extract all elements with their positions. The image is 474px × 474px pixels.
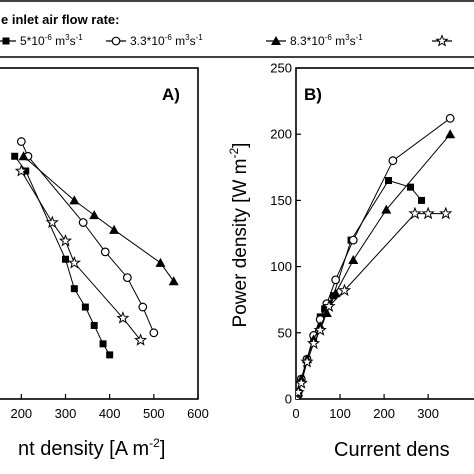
panel-b-data-point [296, 376, 308, 389]
panel-a-data-point [116, 311, 130, 324]
legend-entry-label: 8.3*10-6 m3s-1 [290, 33, 363, 48]
panel-b-xtick-label: 0 [292, 406, 299, 421]
panel-b-data-point [313, 323, 327, 336]
panel-a-data-point [78, 218, 88, 227]
panel-b-series [296, 113, 456, 399]
panel-b-data-point [418, 196, 426, 204]
panel-b-data-point [445, 129, 456, 139]
panel-a-frame [0, 67, 199, 400]
panel-a-data-point [109, 224, 120, 234]
panel-a-data-point [100, 247, 110, 257]
panel-a-label: A) [162, 85, 180, 104]
panel-a-xtick-label: 400 [99, 406, 121, 421]
panel-b-frame [295, 67, 474, 400]
panel-a-data-point [11, 152, 19, 160]
panel-a-data-point [89, 210, 100, 220]
panel-b-data-point [296, 385, 305, 398]
panel-a-ticks: 200 300 400 500 600 [10, 394, 209, 421]
legend-entries: 5*10-6 m3s-1 3.3*10-6 m3s-1 8.3*10-6 m3s-1 [0, 33, 452, 48]
panel-b-data-point [307, 336, 321, 349]
panel-b-data-point [331, 275, 341, 285]
panel-b-data-point [421, 206, 435, 220]
panel-b-data-point [322, 299, 336, 312]
panel-b-ytick-label: 150 [270, 193, 292, 208]
panel-b-ytick-label: 200 [270, 127, 292, 142]
panel-b-ytick-label: 50 [278, 325, 292, 340]
panel-a-data-point [138, 302, 148, 312]
panel-a-data-point [81, 303, 89, 311]
panel-a-xtick-label: 200 [10, 406, 32, 421]
panel-b-data-point [407, 183, 415, 191]
panel-b-data-point [296, 392, 303, 399]
panel-a-data-point [58, 234, 73, 247]
panel-b-data-point [408, 206, 422, 220]
panel-a-data-point [62, 255, 69, 263]
legend-entry-label: 3.3*10-6 m3s-1 [130, 33, 203, 48]
panel-b-series-line [296, 213, 446, 399]
panel-a-data-point [18, 151, 29, 161]
panel-a-data-point [122, 273, 132, 283]
panel-b-ylabel: Power density [W m-2] [227, 143, 251, 328]
panel-a-data-point [99, 340, 107, 348]
panel-a-data-point [67, 255, 82, 269]
legend-marker [271, 36, 281, 45]
panel-a-xlabel: nt density [A m-2] [18, 436, 165, 460]
panel-a-data-point [134, 333, 148, 346]
panel-b-data-point [381, 204, 392, 214]
panel-b-data-point [348, 235, 358, 245]
panel-b-label: B) [304, 85, 322, 104]
panel-a-xtick-label: 600 [187, 406, 209, 421]
panel-a-data-point [168, 276, 179, 286]
panel-b: B) 0 100 200 300 0 50 100 150 200 250 Current den… [227, 61, 474, 461]
panel-a-data-point [14, 164, 28, 177]
panel-b-ytick-label: 0 [285, 392, 292, 407]
panel-a-data-point [70, 285, 78, 293]
panel-b-data-point [337, 283, 352, 297]
panel-b-xtick-label: 100 [329, 406, 351, 421]
panel-b-ticks: 0 100 200 300 0 50 100 150 200 250 [270, 61, 439, 422]
panel-b-data-point [300, 354, 314, 368]
panel-b-series-line [296, 133, 451, 399]
panel-a-data-point [22, 167, 30, 175]
panel-b-data-point [445, 113, 455, 123]
panel-a-data-point [90, 321, 98, 329]
panel-b-ytick-label: 250 [270, 61, 292, 76]
panel-a-data-point [45, 215, 59, 229]
panel-a-data-point [106, 351, 114, 359]
panel-a-data-point [69, 195, 80, 205]
panel-a-data-point [155, 257, 166, 267]
legend-title: e inlet air flow rate: [1, 12, 119, 27]
panel-b-series-line [296, 179, 422, 399]
panel-a-series [11, 137, 179, 359]
panel-b-data-point [439, 206, 453, 220]
legend-marker [2, 37, 10, 45]
legend-marker [435, 34, 449, 47]
panel-a: A) 200 300 400 500 600 nt density [A m-2] [0, 67, 209, 460]
panel-b-ytick-label: 100 [270, 259, 292, 274]
panel-a-xtick-label: 300 [55, 406, 77, 421]
legend-marker [111, 36, 121, 46]
panel-b-xtick-label: 200 [373, 406, 395, 421]
panel-b-data-point [348, 254, 359, 264]
legend-box [0, 0, 474, 58]
panel-a-data-point [16, 137, 26, 146]
panel-b-data-point [388, 156, 398, 166]
panel-a-data-point [149, 328, 159, 338]
panel-b-data-point [330, 288, 341, 298]
panel-b-data-point [385, 177, 392, 185]
panel-b-xlabel: Current dens [334, 439, 450, 461]
panel-a-xtick-label: 500 [143, 406, 165, 421]
legend-entry-label: 5*10-6 m3s-1 [20, 33, 83, 48]
panel-b-xtick-label: 300 [417, 406, 439, 421]
